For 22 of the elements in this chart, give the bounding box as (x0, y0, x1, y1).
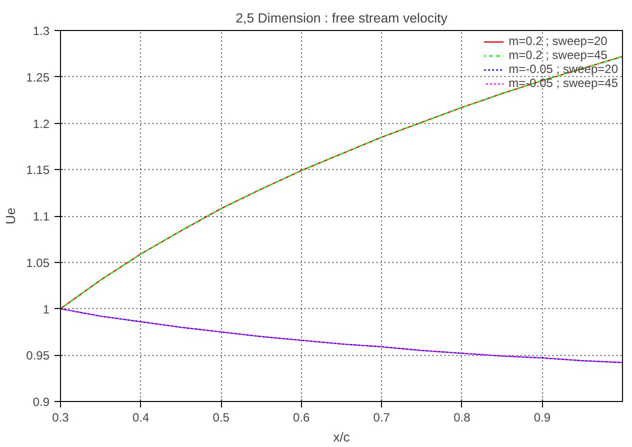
x-tick-label: 0.7 (373, 410, 390, 424)
y-tick-label: 1 (42, 302, 50, 316)
y-tick-label: 1.1 (32, 210, 50, 224)
y-tick-label: 0.9 (32, 395, 50, 409)
y-tick-label: 1.05 (26, 256, 50, 270)
line-series (60, 308, 622, 364)
y-tick-label: 1.2 (32, 116, 50, 131)
legend-label: m=0.2 ; sweep=20 (508, 34, 608, 48)
y-tick-label: 1.25 (26, 70, 50, 84)
legend-label: m=0.2 ; sweep=45 (508, 48, 608, 62)
x-tick-label: 0.6 (293, 410, 310, 424)
x-tick-label: 0.3 (52, 410, 70, 424)
x-axis-title: x/c (333, 430, 350, 444)
y-tick-label: 1.3 (32, 24, 50, 38)
x-tick-label: 0.8 (454, 410, 471, 424)
y-tick-label: 1.15 (26, 163, 50, 178)
x-tick-label: 0.4 (132, 410, 150, 424)
y-axis-title: Ue (3, 208, 18, 224)
y-tick-label: 0.95 (26, 348, 50, 363)
chart-title: 2,5 Dimension : free stream velocity (236, 10, 448, 26)
x-tick-label: 0.9 (534, 410, 551, 424)
x-tick-label: 0.5 (212, 410, 230, 424)
